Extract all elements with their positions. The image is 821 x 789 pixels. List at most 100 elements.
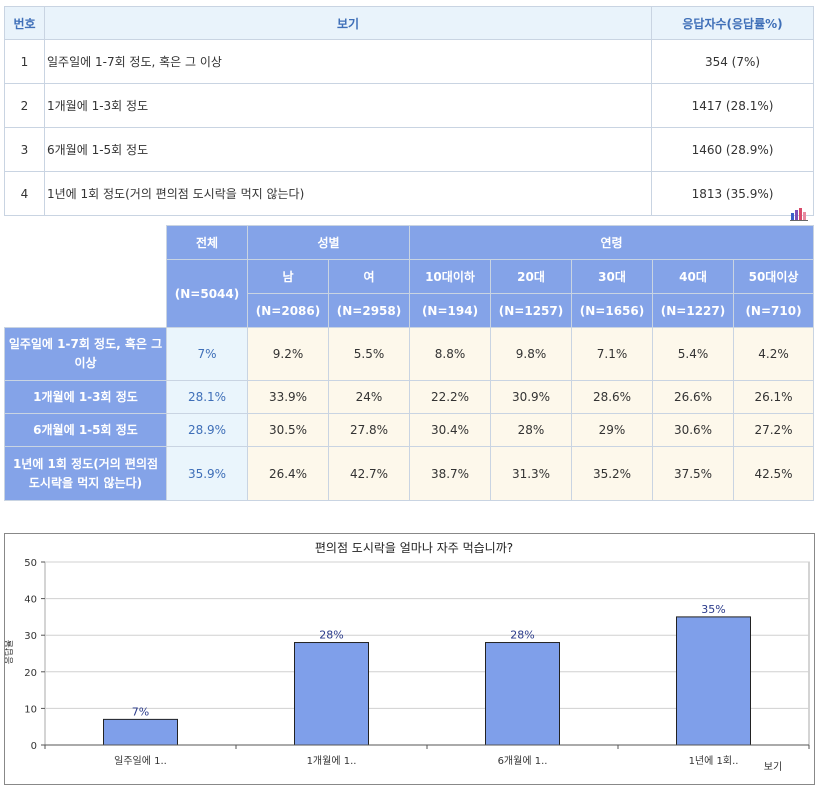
table-row: 2 1개월에 1-3회 정도 1417 (28.1%)	[4, 83, 814, 128]
n-age-20: (N=1257)	[490, 293, 572, 328]
header-gender: 성별	[247, 225, 410, 260]
row-count: 1460 (28.9%)	[651, 127, 814, 172]
row-number: 2	[4, 83, 45, 128]
bars: 7% 28% 28% 35%	[103, 603, 751, 746]
response-table: 번호 보기 응답자수(응답률%) 1 일주일에 1-7회 정도, 혹은 그 이상…	[4, 6, 814, 216]
header-female: 여	[328, 259, 410, 294]
row-count: 1417 (28.1%)	[651, 83, 814, 128]
row-count: 354 (7%)	[651, 39, 814, 84]
crosstab-subheader-row: (N=5044) 남 여 10대이하 20대 30대 40대 50대이상	[5, 259, 815, 328]
x-tick-label: 1개월에 1..	[307, 755, 357, 767]
cell-value: 42.5%	[732, 446, 815, 501]
bar-value-label: 35%	[701, 603, 725, 616]
header-male: 남	[247, 259, 329, 294]
crosstab-table: 전체 성별 연령 (N=5044) 남 여 10대이하 20대 30대 40대 …	[4, 225, 815, 501]
header-age-20: 20대	[490, 259, 572, 294]
bar	[676, 616, 751, 746]
cell-value: 30.9%	[490, 380, 572, 414]
chart-canvas: 편의점 도시락을 얼마나 자주 먹습니까? 0 10 20 30 40 50 7% 28% 2…	[5, 541, 810, 773]
bar-value-label: 28%	[319, 629, 343, 642]
header-age-10: 10대이하	[409, 259, 491, 294]
table-row: 1개월에 1-3회 정도 28.1% 33.9% 24% 22.2% 30.9%…	[4, 380, 815, 414]
cell-value: 26.1%	[732, 380, 815, 414]
table-row: 일주일에 1-7회 정도, 혹은 그 이상 7% 9.2% 5.5% 8.8% …	[4, 327, 815, 381]
table-row: 4 1년에 1회 정도(거의 편의점 도시락을 먹지 않는다) 1813 (35…	[4, 171, 814, 216]
cell-value: 38.7%	[409, 446, 491, 501]
row-label: 1년에 1회 정도(거의 편의점 도시락을 먹지 않는다)	[44, 171, 652, 216]
x-tick-label: 6개월에 1..	[498, 755, 548, 767]
x-axis: 일주일에 1.. 1개월에 1.. 6개월에 1.. 1년에 1회..	[44, 744, 810, 767]
row-number: 3	[4, 127, 45, 172]
x-tick-label: 1년에 1회..	[689, 755, 739, 767]
n-male: (N=2086)	[247, 293, 329, 328]
cell-value: 37.5%	[652, 446, 734, 501]
cell-value: 4.2%	[732, 327, 815, 381]
row-number: 4	[4, 171, 45, 216]
cell-value: 27.2%	[732, 413, 815, 447]
n-age-40: (N=1227)	[652, 293, 734, 328]
cell-value: 26.6%	[652, 380, 734, 414]
cell-value: 33.9%	[247, 380, 329, 414]
bar-value-label: 7%	[132, 705, 149, 718]
header-option: 보기	[44, 6, 652, 40]
row-label: 6개월에 1-5회 정도	[44, 127, 652, 172]
row-count: 1813 (35.9%)	[651, 171, 814, 216]
header-age: 연령	[408, 225, 815, 260]
row-number: 1	[4, 39, 45, 84]
table-row: 6개월에 1-5회 정도 28.9% 30.5% 27.8% 30.4% 28%…	[4, 413, 815, 447]
table-row: 1년에 1회 정도(거의 편의점 도시락을 먹지 않는다) 35.9% 26.4…	[4, 446, 815, 501]
y-tick-label: 40	[24, 595, 37, 606]
header-total-n: (N=5044)	[166, 259, 248, 328]
y-axis-label: 응답율	[5, 640, 15, 665]
y-tick-label: 10	[24, 704, 37, 715]
row-label: 6개월에 1-5회 정도	[4, 413, 167, 447]
crosstab-header-row: 전체 성별 연령	[4, 225, 815, 328]
bar-chart-icon[interactable]	[790, 207, 808, 221]
cell-value: 8.8%	[409, 327, 491, 381]
cell-value: 24%	[328, 380, 410, 414]
header-age-50: 50대이상	[732, 259, 815, 294]
n-female: (N=2958)	[328, 293, 410, 328]
y-axis: 0 10 20 30 40 50	[24, 558, 45, 752]
cell-value: 5.4%	[652, 327, 734, 381]
crosstab-n-row: (N=2086) (N=2958) (N=194) (N=1257) (N=16…	[5, 293, 815, 328]
cell-total: 35.9%	[166, 446, 248, 501]
cell-value: 31.3%	[490, 446, 572, 501]
bar	[294, 642, 369, 746]
header-age-40: 40대	[652, 259, 734, 294]
y-tick-label: 0	[31, 741, 37, 752]
cell-value: 9.8%	[490, 327, 572, 381]
y-tick-label: 50	[24, 558, 37, 569]
bar-chart: 편의점 도시락을 얼마나 자주 먹습니까? 0 10 20 30 40 50 7% 28% 2…	[4, 533, 815, 785]
y-tick-label: 30	[24, 631, 37, 642]
table-row: 1 일주일에 1-7회 정도, 혹은 그 이상 354 (7%)	[4, 39, 814, 84]
header-number: 번호	[4, 6, 45, 40]
row-label: 1년에 1회 정도(거의 편의점 도시락을 먹지 않는다)	[4, 446, 167, 501]
blank-corner	[4, 225, 167, 328]
cell-value: 30.5%	[247, 413, 329, 447]
cell-total: 7%	[166, 327, 248, 381]
bar-value-label: 28%	[510, 629, 534, 642]
header-total: 전체	[166, 225, 248, 260]
cell-value: 22.2%	[409, 380, 491, 414]
cell-value: 27.8%	[328, 413, 410, 447]
cell-value: 7.1%	[571, 327, 653, 381]
chart-title: 편의점 도시락을 얼마나 자주 먹습니까?	[315, 541, 513, 555]
response-table-header: 번호 보기 응답자수(응답률%)	[4, 6, 814, 40]
header-age-30: 30대	[571, 259, 653, 294]
row-label: 일주일에 1-7회 정도, 혹은 그 이상	[4, 327, 167, 381]
n-age-10: (N=194)	[409, 293, 491, 328]
n-age-30: (N=1656)	[571, 293, 653, 328]
cell-value: 35.2%	[571, 446, 653, 501]
cell-value: 9.2%	[247, 327, 329, 381]
cell-value: 30.6%	[652, 413, 734, 447]
row-label: 1개월에 1-3회 정도	[4, 380, 167, 414]
grid-lines	[45, 561, 809, 709]
cell-value: 5.5%	[328, 327, 410, 381]
bar	[485, 642, 560, 746]
row-label: 1개월에 1-3회 정도	[44, 83, 652, 128]
row-label: 일주일에 1-7회 정도, 혹은 그 이상	[44, 39, 652, 84]
cell-value: 30.4%	[409, 413, 491, 447]
n-age-50: (N=710)	[732, 293, 815, 328]
y-tick-label: 20	[24, 668, 37, 679]
